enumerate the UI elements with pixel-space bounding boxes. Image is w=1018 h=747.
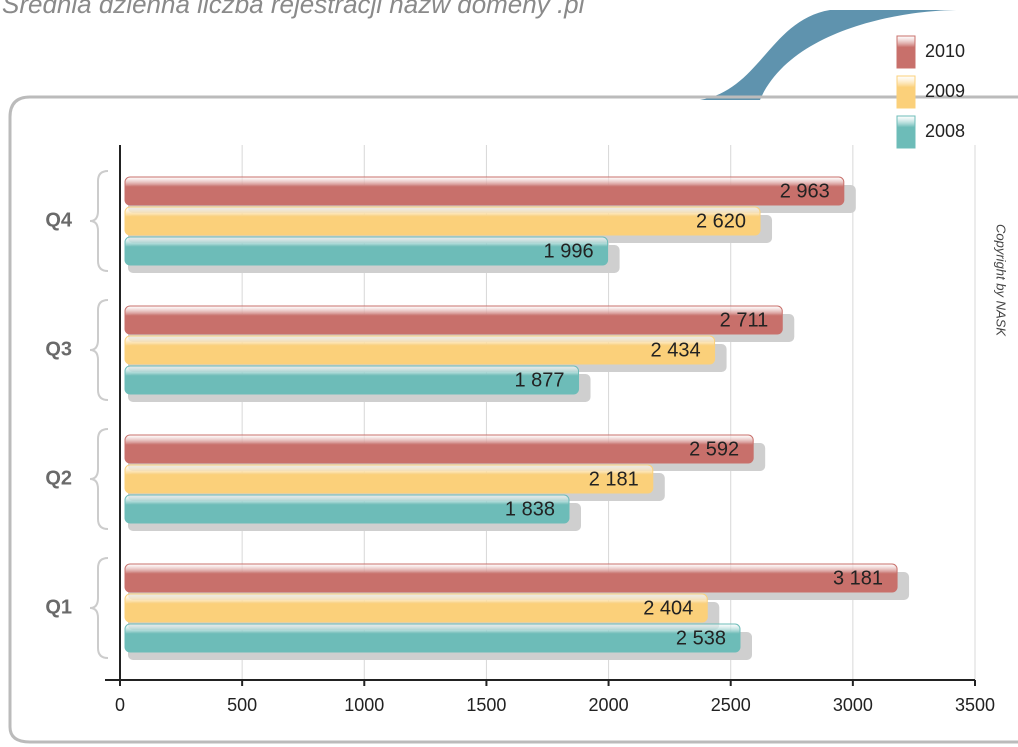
legend-label: 2010 [925, 41, 965, 61]
bar [124, 434, 754, 464]
value-label: 1 838 [505, 498, 555, 520]
value-label: 2 181 [589, 468, 639, 490]
x-tick-label: 3500 [955, 695, 995, 715]
x-tick-label: 3000 [833, 695, 873, 715]
bar [124, 464, 654, 494]
legend-label: 2009 [925, 81, 965, 101]
chart-title: Średnia dzienna liczba rejestracji nazw … [2, 0, 586, 19]
value-label: 3 181 [833, 567, 883, 589]
bar [124, 563, 898, 593]
value-label: 1 877 [514, 369, 564, 391]
y-tick-label: Q1 [45, 596, 72, 618]
legend-label: 2008 [925, 121, 965, 141]
value-label: 2 404 [643, 597, 693, 619]
bar [124, 236, 609, 266]
group-brace [89, 170, 109, 272]
group-brace [89, 557, 109, 659]
x-tick-label: 1000 [344, 695, 384, 715]
decor-swoosh [700, 10, 960, 100]
bar [124, 494, 570, 524]
group-brace [89, 428, 109, 530]
copyright: Copyright by NASK [994, 224, 1009, 337]
bar [124, 623, 741, 653]
y-tick-label: Q2 [45, 467, 72, 489]
x-tick-label: 2500 [711, 695, 751, 715]
bar [124, 365, 580, 395]
value-label: 2 538 [676, 627, 726, 649]
group-brace [89, 299, 109, 401]
legend-swatch [896, 35, 916, 69]
bar [124, 335, 716, 365]
bar [124, 176, 845, 206]
legend-swatch [896, 75, 916, 109]
value-label: 2 620 [696, 210, 746, 232]
value-label: 1 996 [544, 240, 594, 262]
value-label: 2 592 [689, 438, 739, 460]
x-tick-label: 0 [115, 695, 125, 715]
value-label: 2 963 [780, 180, 830, 202]
bar [124, 593, 708, 623]
y-tick-label: Q3 [45, 338, 72, 360]
bar [124, 206, 761, 236]
x-tick-label: 1500 [466, 695, 506, 715]
x-tick-label: 500 [227, 695, 257, 715]
value-label: 2 434 [651, 339, 701, 361]
x-tick-label: 2000 [589, 695, 629, 715]
legend-swatch [896, 115, 916, 149]
value-label: 2 711 [720, 309, 769, 331]
panel-border [8, 95, 1018, 744]
bar [124, 305, 783, 335]
y-tick-label: Q4 [45, 209, 73, 231]
